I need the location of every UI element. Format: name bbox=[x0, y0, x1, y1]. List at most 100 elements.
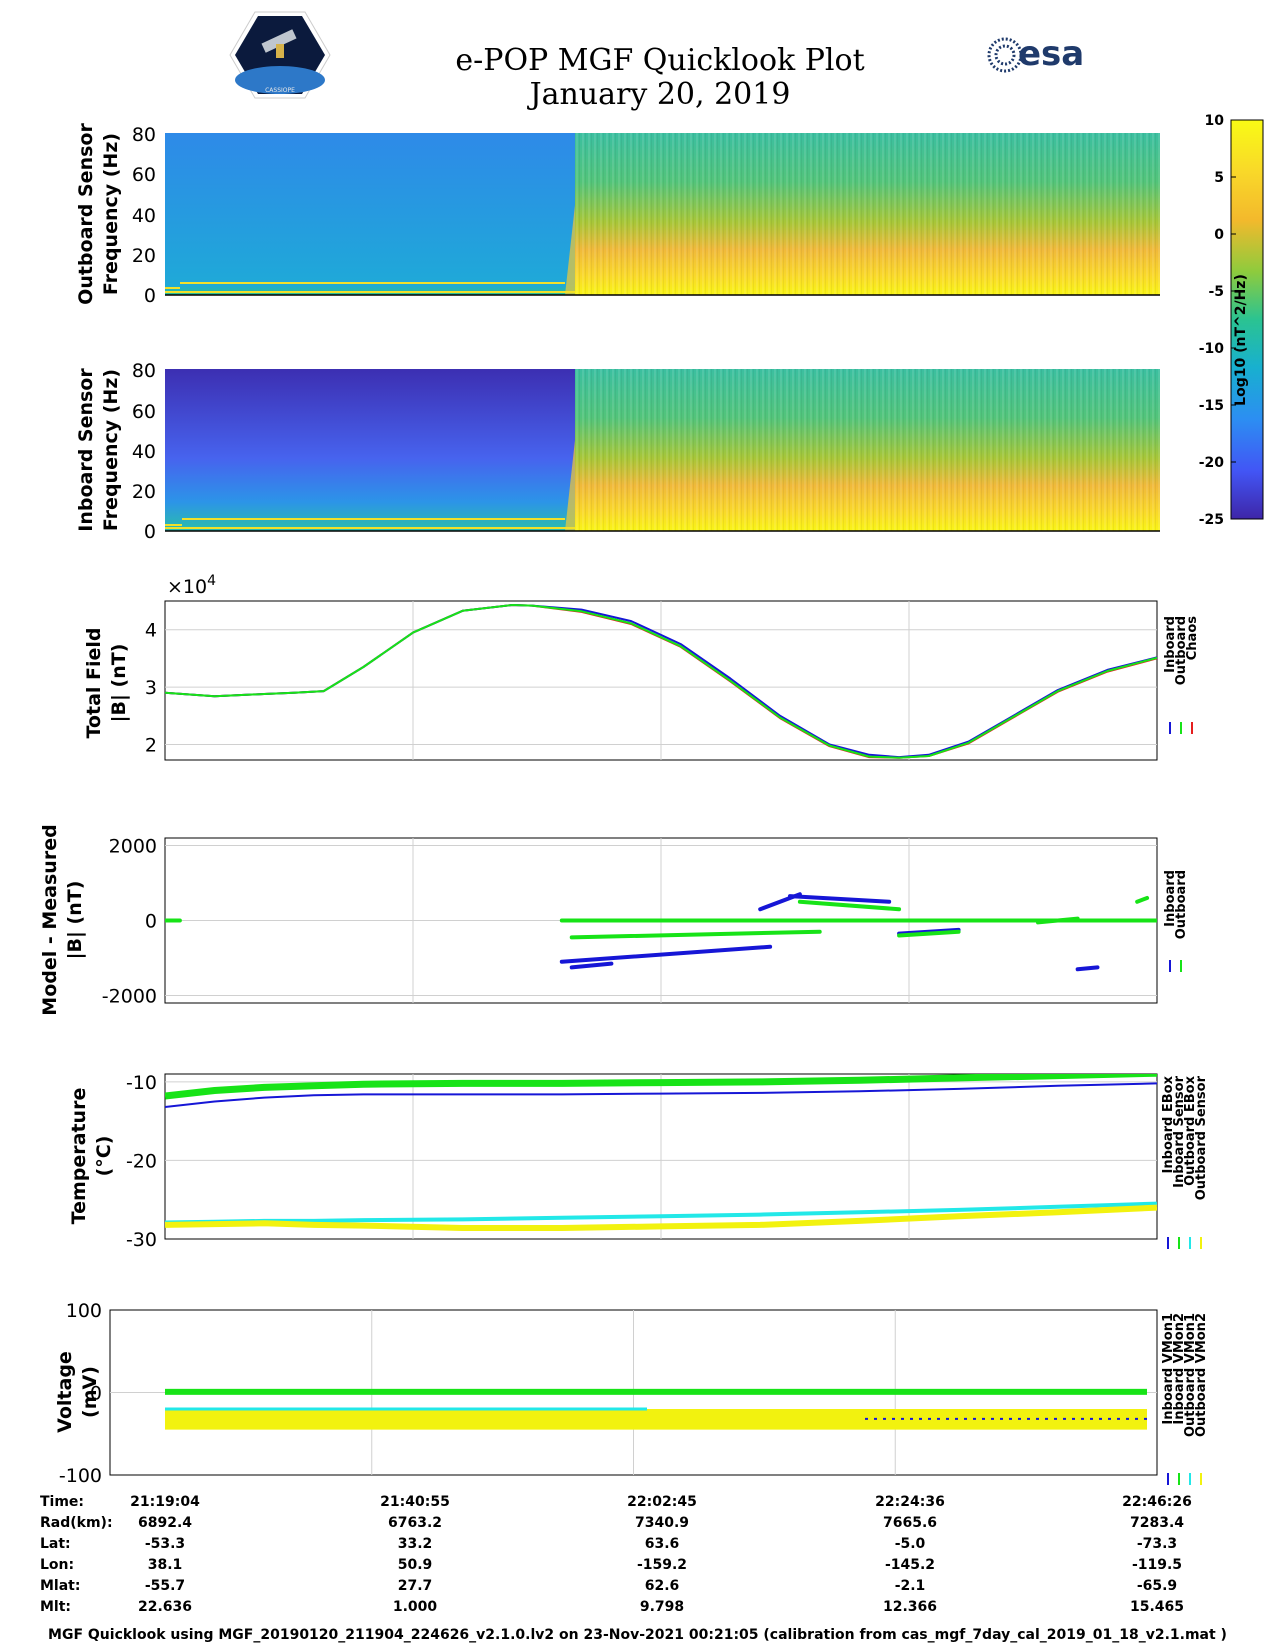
model-measured-series-inboard bbox=[787, 894, 892, 904]
voltage-legend-label: Outboard VMon1 bbox=[1183, 1313, 1198, 1437]
orbit-cell: 6892.4 bbox=[138, 1515, 192, 1531]
orbit-cell: -55.7 bbox=[145, 1578, 185, 1594]
orbit-cell: 22.636 bbox=[138, 1599, 192, 1615]
colorbar-tick-label: -10 bbox=[1199, 341, 1225, 357]
orbit-table: Time: Rad(km): Lat: Lon: Mlat: Mlt: 21:19:04 68… bbox=[40, 1494, 1192, 1615]
voltage-legend-label: Inboard VMon2 bbox=[1172, 1313, 1187, 1425]
voltage-series-outboard-vmon2 bbox=[165, 1409, 1147, 1430]
model-measured-ytick: 2000 bbox=[109, 836, 157, 858]
orbit-cell: -73.3 bbox=[1137, 1536, 1177, 1552]
model-measured-series-outboard bbox=[797, 899, 902, 912]
title-line-1: e-POP MGF Quicklook Plot bbox=[455, 43, 865, 78]
voltage-ylabel-1: Voltage bbox=[54, 1351, 76, 1433]
temperature-legend-label: Inboard Sensor bbox=[1172, 1075, 1187, 1187]
model-measured-panel: 2000 0 -2000 Model - Measured |B| (nT) Inb… bbox=[39, 824, 1189, 1015]
temperature-legend-label: Inboard EBox bbox=[1161, 1075, 1176, 1173]
voltage-legend-label: Inboard VMon1 bbox=[1161, 1313, 1176, 1425]
temperature-ytick: -30 bbox=[126, 1229, 157, 1251]
model-measured-series-outboard bbox=[1135, 896, 1150, 904]
orbit-cell: -53.3 bbox=[145, 1536, 185, 1552]
total-field-ylabel-1: Total Field bbox=[83, 627, 105, 738]
orbit-cell: 50.9 bbox=[398, 1557, 433, 1573]
temperature-ylabel-1: Temperature bbox=[68, 1088, 90, 1225]
colorbar-tick-label: -20 bbox=[1199, 455, 1225, 471]
orbit-cell: 15.465 bbox=[1130, 1599, 1184, 1615]
model-measured-series-inboard bbox=[1075, 965, 1100, 972]
model-measured-ylabel-1: Model - Measured bbox=[39, 824, 61, 1015]
orbit-cell: -159.2 bbox=[637, 1557, 687, 1573]
colorbar-tick-label: -5 bbox=[1208, 284, 1224, 300]
inboard-spectrogram-ylabel-1: Inboard Sensor bbox=[75, 368, 97, 532]
footer-note: MGF Quicklook using MGF_20190120_211904_… bbox=[48, 1627, 1227, 1643]
voltage-ytick: -100 bbox=[59, 1465, 102, 1487]
cassiope-logo: CASSIOPE bbox=[229, 11, 331, 99]
voltage-legend-label: Outboard VMon2 bbox=[1194, 1313, 1209, 1437]
outboard-spectrogram-ytick: 80 bbox=[132, 124, 156, 146]
temperature-series bbox=[165, 1204, 1157, 1231]
orbit-cell: 38.1 bbox=[148, 1557, 183, 1573]
model-measured-series-outboard bbox=[569, 929, 822, 940]
inboard-spectrogram-ytick: 40 bbox=[132, 441, 156, 463]
orbit-cell: 6763.2 bbox=[388, 1515, 442, 1531]
orbit-cell: -119.5 bbox=[1132, 1557, 1182, 1573]
outboard-spectrogram-ylabel-1: Outboard Sensor bbox=[75, 123, 97, 305]
model-measured-ytick: -2000 bbox=[102, 986, 157, 1008]
orbit-row-label: Lon: bbox=[40, 1557, 74, 1573]
orbit-row-label: Time: bbox=[40, 1494, 84, 1510]
orbit-cell: 7665.6 bbox=[883, 1515, 937, 1531]
orbit-cell: 21:40:55 bbox=[380, 1494, 450, 1510]
orbit-cell: 12.366 bbox=[883, 1599, 937, 1615]
outboard-spectrogram-panel: 80 60 40 20 0 Outboard Sensor Frequency … bbox=[75, 123, 1160, 307]
voltage-ylabel-2: (mV) bbox=[79, 1366, 101, 1418]
orbit-row-label: Lat: bbox=[40, 1536, 71, 1552]
model-measured-series-inboard bbox=[559, 944, 773, 964]
orbit-cell: 22:02:45 bbox=[627, 1494, 697, 1510]
outboard-spectrogram-low-region bbox=[165, 133, 575, 295]
model-measured-legend-label: Outboard bbox=[1174, 870, 1189, 939]
voltage-ytick: 0 bbox=[90, 1383, 102, 1405]
model-measured-series-outboard bbox=[897, 929, 961, 938]
total-field-ytick: 4 bbox=[145, 620, 157, 642]
temperature-legend-label: Outboard Sensor bbox=[1194, 1075, 1209, 1200]
total-field-legend-label: Outboard bbox=[1174, 616, 1189, 685]
temperature-series bbox=[165, 1074, 1157, 1100]
orbit-cell: 7283.4 bbox=[1130, 1515, 1184, 1531]
orbit-cell: -2.1 bbox=[895, 1578, 926, 1594]
title-line-2: January 20, 2019 bbox=[529, 77, 791, 112]
colorbar-tick-label: -25 bbox=[1199, 512, 1224, 528]
esa-logo: esa bbox=[987, 34, 1084, 74]
figure-title: e-POP MGF Quicklook Plot January 20, 201… bbox=[0, 44, 1275, 112]
cassiope-logo-text: CASSIOPE bbox=[265, 87, 295, 94]
outboard-spectrogram-ytick: 0 bbox=[144, 285, 156, 307]
total-field-legend-label: Inboard bbox=[1163, 616, 1178, 673]
orbit-cell: 22:46:26 bbox=[1122, 1494, 1192, 1510]
total-field-ytick: 2 bbox=[145, 735, 157, 757]
inboard-spectrogram-panel: 80 60 40 20 0 Inboard Sensor Frequency (… bbox=[75, 360, 1160, 543]
orbit-cell: 1.000 bbox=[393, 1599, 438, 1615]
orbit-cell: 21:19:04 bbox=[130, 1494, 200, 1510]
total-field-panel: ×104 4 3 2 Total Field |B| (nT) InboardOut… bbox=[83, 573, 1200, 761]
outboard-spectrogram-ytick: 20 bbox=[132, 245, 156, 267]
colorbar-label: Log10 (nT^2/Hz) bbox=[1233, 274, 1249, 406]
model-measured-series-inboard bbox=[569, 961, 614, 970]
orbit-row-label: Mlat: bbox=[40, 1578, 80, 1594]
inboard-spectrogram-ylabel-2: Frequency (Hz) bbox=[100, 369, 122, 531]
orbit-cell: 63.6 bbox=[645, 1536, 680, 1552]
colorbar-tick-label: 0 bbox=[1214, 227, 1224, 243]
total-field-ytick: 3 bbox=[145, 677, 157, 699]
orbit-cell: 7340.9 bbox=[635, 1515, 689, 1531]
temperature-ytick: -10 bbox=[126, 1072, 157, 1094]
outboard-spectrogram-ytick: 60 bbox=[132, 164, 156, 186]
temperature-series bbox=[165, 1082, 1157, 1108]
orbit-cell: -65.9 bbox=[1137, 1578, 1177, 1594]
model-measured-ylabel-2: |B| (nT) bbox=[64, 881, 86, 960]
inboard-spectrogram-ytick: 20 bbox=[132, 481, 156, 503]
voltage-series-inboard-vmon2 bbox=[165, 1388, 1147, 1395]
model-measured-series-outboard bbox=[1035, 916, 1080, 925]
inboard-spectrogram-ytick: 80 bbox=[132, 360, 156, 382]
outboard-spectrogram-ylabel-2: Frequency (Hz) bbox=[100, 133, 122, 295]
colorbar: Log10 (nT^2/Hz) 10 5 0 -5 -10 -15 -20 -25 bbox=[1199, 113, 1264, 528]
total-field-ylabel-2: |B| (nT) bbox=[108, 644, 130, 723]
orbit-cell: -145.2 bbox=[885, 1557, 935, 1573]
